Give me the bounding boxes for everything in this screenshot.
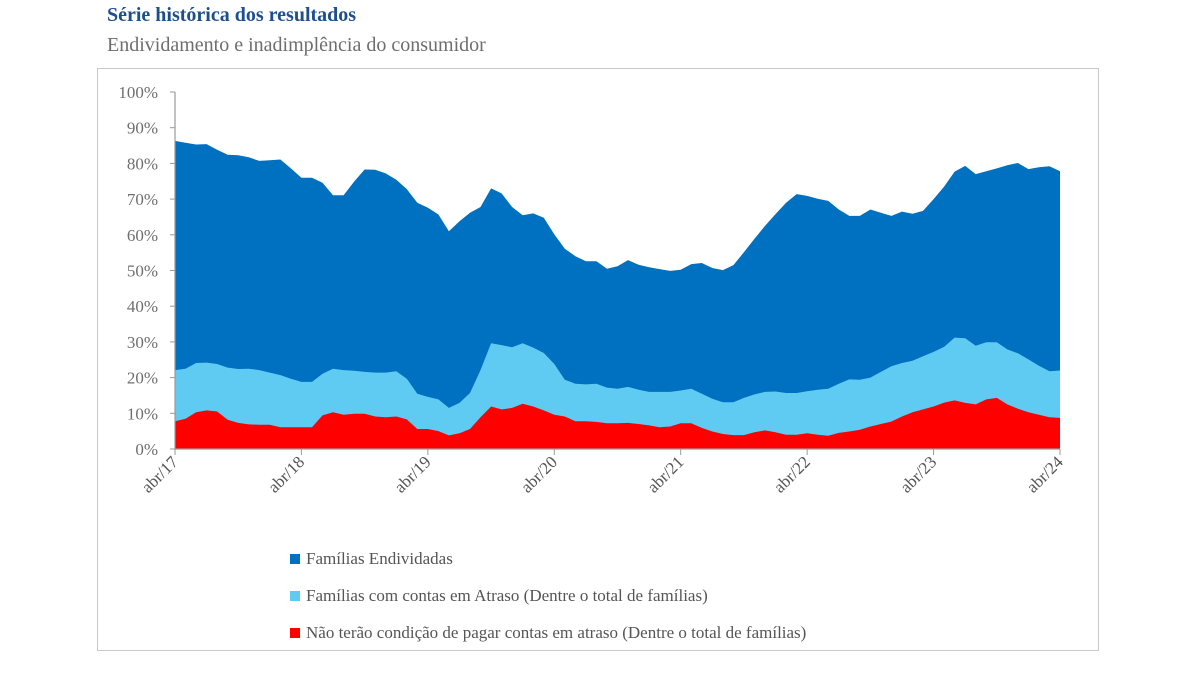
legend-swatch-icon (290, 627, 300, 638)
y-tick-label: 90% (127, 119, 158, 138)
legend-label: Famílias com contas em Atraso (Dentre o … (306, 585, 708, 605)
legend-item-atraso: Famílias com contas em Atraso (Dentre o … (290, 577, 806, 614)
y-tick-label: 100% (118, 83, 158, 102)
y-tick-label: 70% (127, 190, 158, 209)
chart-subtitle: Endividamento e inadimplência do consumi… (107, 34, 486, 56)
chart-frame (97, 68, 1099, 651)
legend: Famílias Endividadas Famílias com contas… (290, 540, 806, 651)
x-tick-label: abr/20 (517, 452, 561, 496)
legend-swatch-icon (290, 553, 300, 564)
legend-label: Não terão condição de pagar contas em at… (306, 622, 807, 642)
x-tick-label: abr/19 (391, 452, 435, 496)
y-tick-label: 20% (127, 369, 158, 388)
y-tick-label: 40% (127, 297, 158, 316)
y-tick-label: 0% (135, 440, 158, 459)
chart-title: Série histórica dos resultados (107, 4, 357, 26)
x-tick-label: abr/22 (770, 452, 814, 496)
area-series-2 (175, 397, 1060, 449)
legend-swatch-icon (290, 590, 300, 601)
y-tick-label: 50% (127, 262, 158, 281)
x-tick-label: abr/23 (896, 452, 940, 496)
series-areas (175, 140, 1060, 449)
legend-item-endividadas: Famílias Endividadas (290, 540, 806, 577)
x-tick-label: abr/18 (264, 452, 308, 496)
y-tick-label: 60% (127, 226, 158, 245)
y-tick-label: 10% (127, 404, 158, 423)
legend-label: Famílias Endividadas (306, 548, 453, 568)
x-tick-label: abr/21 (643, 452, 687, 496)
y-tick-label: 30% (127, 333, 158, 352)
y-tick-label: 80% (127, 154, 158, 173)
legend-item-nao-pagar: Não terão condição de pagar contas em at… (290, 614, 806, 651)
x-tick-label: abr/24 (1023, 452, 1067, 496)
